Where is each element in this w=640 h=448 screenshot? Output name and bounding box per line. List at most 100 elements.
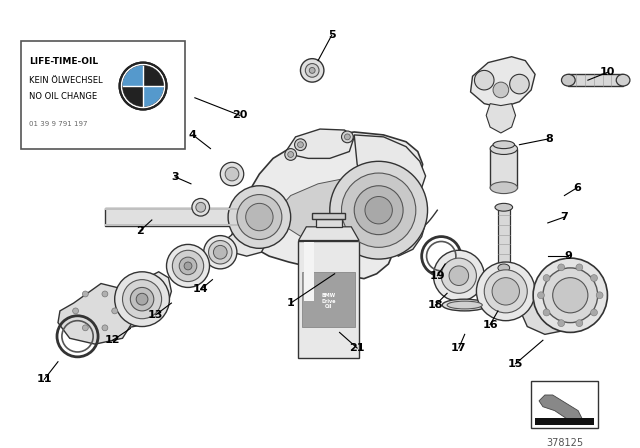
Ellipse shape xyxy=(493,141,515,149)
Bar xyxy=(105,208,259,226)
Text: 21: 21 xyxy=(349,343,365,353)
Text: KEIN ÖLWECHSEL: KEIN ÖLWECHSEL xyxy=(29,76,102,85)
Circle shape xyxy=(474,70,494,90)
Ellipse shape xyxy=(476,262,535,321)
Circle shape xyxy=(538,292,545,299)
Polygon shape xyxy=(103,272,172,328)
Circle shape xyxy=(120,63,166,109)
Circle shape xyxy=(300,59,324,82)
Text: LIFE-TIME-OIL: LIFE-TIME-OIL xyxy=(29,57,98,66)
Polygon shape xyxy=(298,227,359,241)
Circle shape xyxy=(196,202,205,212)
Bar xyxy=(303,272,355,327)
Text: 18: 18 xyxy=(428,300,443,310)
Wedge shape xyxy=(143,86,164,107)
Text: 9: 9 xyxy=(564,251,572,261)
Circle shape xyxy=(543,309,550,316)
Text: 12: 12 xyxy=(105,335,120,345)
Bar xyxy=(531,381,598,428)
Ellipse shape xyxy=(495,203,513,211)
Circle shape xyxy=(228,186,291,248)
Text: BMW
Drive
Oil: BMW Drive Oil xyxy=(321,293,336,310)
Polygon shape xyxy=(298,241,359,358)
Ellipse shape xyxy=(553,278,588,313)
FancyBboxPatch shape xyxy=(21,41,185,149)
Text: 7: 7 xyxy=(561,212,568,222)
Circle shape xyxy=(591,309,597,316)
Ellipse shape xyxy=(490,182,518,194)
Polygon shape xyxy=(388,210,426,256)
Circle shape xyxy=(309,68,315,73)
Circle shape xyxy=(192,198,209,216)
Circle shape xyxy=(83,325,88,331)
Ellipse shape xyxy=(616,74,630,86)
Ellipse shape xyxy=(172,250,204,282)
Text: 378125: 378125 xyxy=(546,438,583,448)
Circle shape xyxy=(305,64,319,77)
Ellipse shape xyxy=(136,293,148,305)
Wedge shape xyxy=(122,86,143,107)
Ellipse shape xyxy=(433,250,484,301)
Text: NO OIL CHANGE: NO OIL CHANGE xyxy=(29,92,97,101)
Wedge shape xyxy=(143,65,164,86)
Polygon shape xyxy=(232,132,422,279)
Text: 10: 10 xyxy=(600,67,615,78)
Polygon shape xyxy=(312,213,346,219)
Ellipse shape xyxy=(166,245,209,288)
Circle shape xyxy=(288,151,294,157)
Circle shape xyxy=(122,65,164,107)
Text: 1: 1 xyxy=(287,298,294,308)
Circle shape xyxy=(493,82,509,98)
Ellipse shape xyxy=(484,270,527,313)
Circle shape xyxy=(576,264,583,271)
Bar xyxy=(105,208,259,210)
Circle shape xyxy=(354,186,403,235)
Polygon shape xyxy=(539,395,582,418)
Ellipse shape xyxy=(490,143,518,155)
Ellipse shape xyxy=(204,236,237,269)
Bar xyxy=(490,149,518,188)
Ellipse shape xyxy=(213,246,227,259)
Circle shape xyxy=(596,292,603,299)
Text: 8: 8 xyxy=(545,134,553,144)
Bar xyxy=(568,74,623,86)
Circle shape xyxy=(330,161,428,259)
Bar xyxy=(305,242,314,301)
Circle shape xyxy=(344,134,350,140)
Circle shape xyxy=(102,291,108,297)
Circle shape xyxy=(298,142,303,148)
Ellipse shape xyxy=(184,262,192,270)
Polygon shape xyxy=(58,284,134,344)
Text: 5: 5 xyxy=(328,30,335,40)
Polygon shape xyxy=(316,219,342,227)
Polygon shape xyxy=(470,57,535,108)
Ellipse shape xyxy=(179,257,197,275)
Circle shape xyxy=(294,139,307,151)
Circle shape xyxy=(73,308,79,314)
Text: 13: 13 xyxy=(148,310,163,320)
Ellipse shape xyxy=(115,272,170,327)
Circle shape xyxy=(558,320,564,327)
Ellipse shape xyxy=(122,280,162,319)
Circle shape xyxy=(543,275,550,281)
Circle shape xyxy=(237,194,282,240)
Circle shape xyxy=(83,291,88,297)
Circle shape xyxy=(102,325,108,331)
Wedge shape xyxy=(122,65,143,86)
Circle shape xyxy=(558,264,564,271)
Ellipse shape xyxy=(131,288,154,311)
Text: 6: 6 xyxy=(573,183,581,193)
Circle shape xyxy=(342,131,353,143)
Circle shape xyxy=(342,173,416,247)
Circle shape xyxy=(591,275,597,281)
Ellipse shape xyxy=(442,299,487,311)
Text: 14: 14 xyxy=(193,284,209,294)
Ellipse shape xyxy=(209,241,232,264)
Circle shape xyxy=(225,167,239,181)
Text: 3: 3 xyxy=(172,172,179,182)
Circle shape xyxy=(220,162,244,186)
Polygon shape xyxy=(354,135,426,210)
Circle shape xyxy=(112,308,118,314)
Circle shape xyxy=(246,203,273,231)
Ellipse shape xyxy=(498,264,509,272)
